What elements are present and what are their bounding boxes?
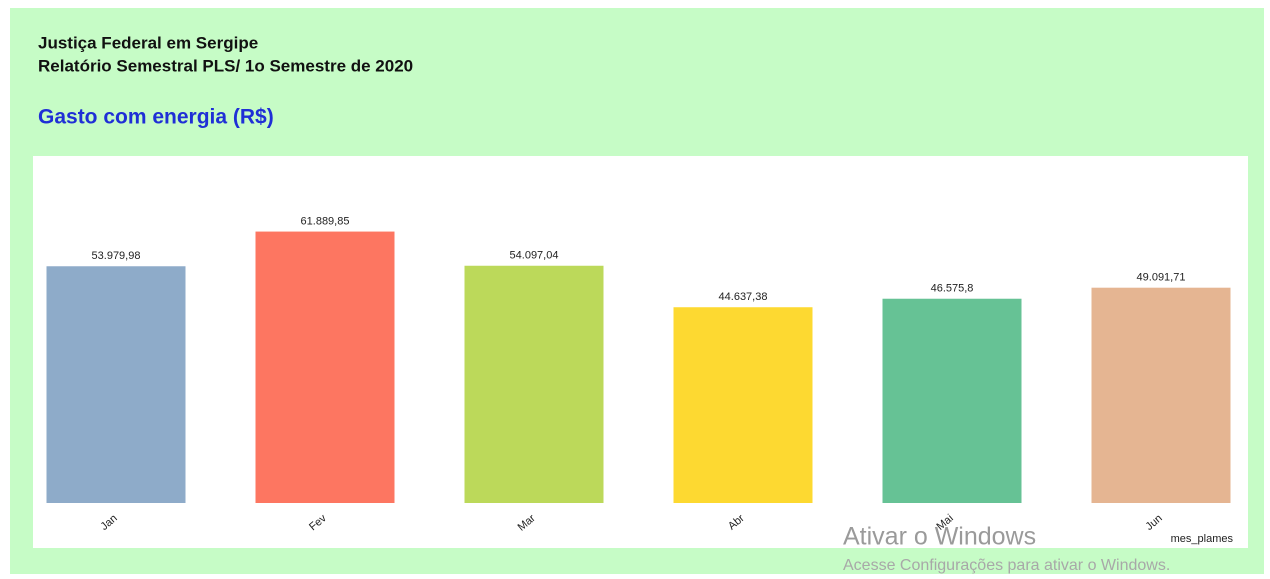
bar [255, 231, 395, 504]
value-label: 53.979,98 [92, 250, 141, 262]
x-axis-label: mes_plames [1171, 533, 1234, 545]
plot-area [33, 156, 1248, 548]
value-label: 61.889,85 [301, 215, 350, 227]
header-line: Justiça Federal em Sergipe [38, 33, 258, 52]
bar [673, 307, 813, 503]
bar [464, 265, 604, 503]
bar [46, 266, 186, 503]
header-line: Relatório Semestral PLS/ 1o Semestre de … [38, 56, 413, 75]
watermark: Acesse Configurações para ativar o Windo… [843, 557, 1170, 574]
bars: Jan53.979,98Fev61.889,85Mar54.097,04Abr4… [46, 215, 1231, 534]
value-label: 46.575,8 [931, 283, 974, 295]
bar [1091, 287, 1231, 503]
value-label: 54.097,04 [510, 250, 559, 262]
chart-title: Gasto com energia (R$) [38, 106, 274, 129]
value-label: 49.091,71 [1137, 272, 1186, 284]
value-label: 44.637,38 [719, 291, 768, 303]
bar [882, 298, 1022, 503]
watermark: Ativar o Windows [843, 523, 1036, 551]
